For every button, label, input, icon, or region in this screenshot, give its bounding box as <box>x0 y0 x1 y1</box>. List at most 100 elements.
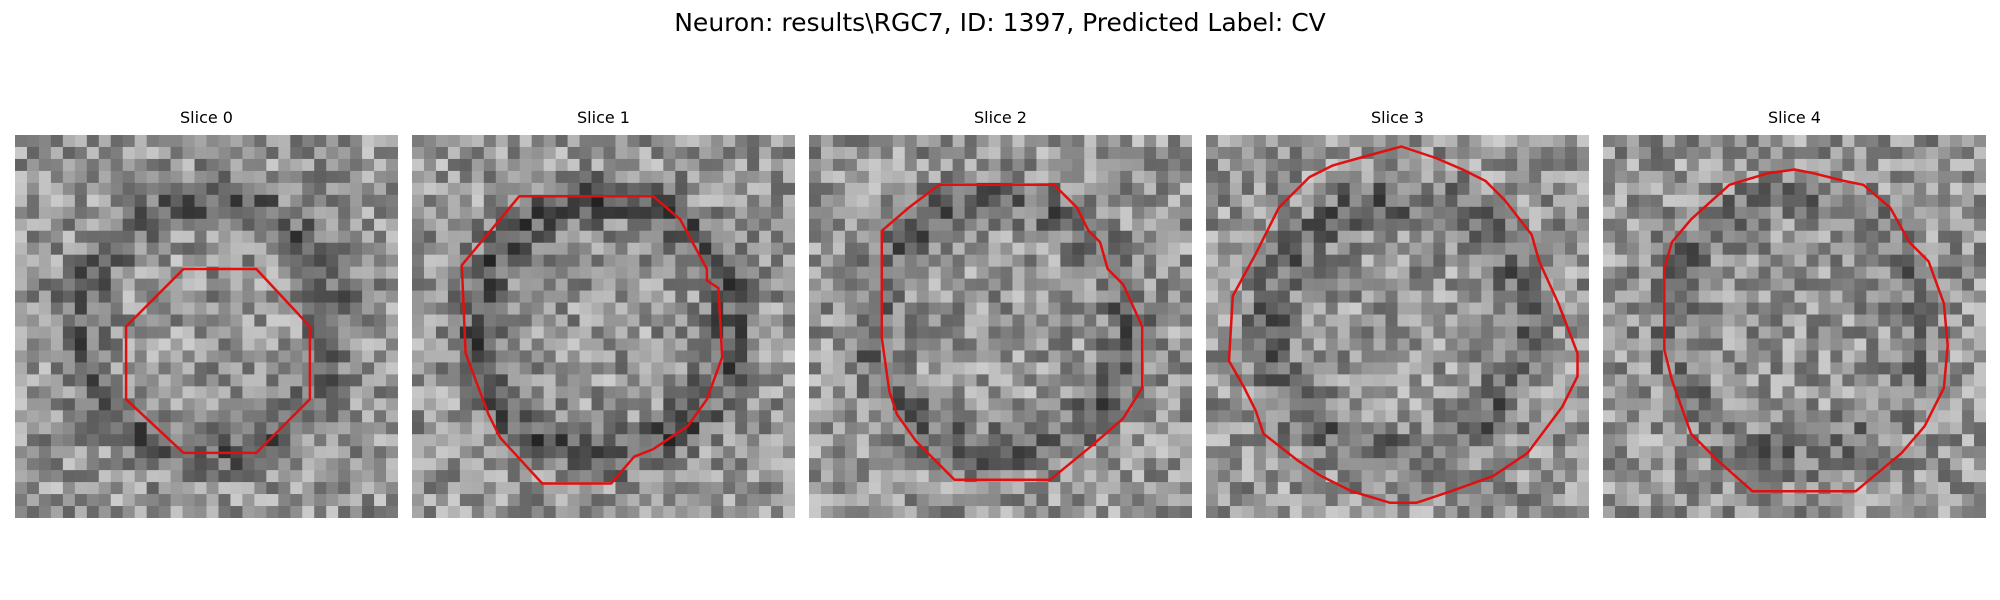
image-pixel <box>988 494 1002 507</box>
image-pixel <box>1806 230 1820 244</box>
image-pixel <box>579 135 593 148</box>
image-pixel <box>1902 398 1915 411</box>
image-pixel <box>1650 158 1664 172</box>
image-pixel <box>723 422 736 435</box>
image-pixel <box>1866 242 1879 256</box>
image-pixel <box>1265 266 1279 280</box>
image-pixel <box>1289 230 1303 244</box>
image-pixel <box>1854 362 1867 375</box>
image-pixel <box>1603 266 1616 280</box>
image-pixel <box>699 494 712 507</box>
image-pixel <box>1120 278 1133 292</box>
image-pixel <box>1445 266 1458 280</box>
image-pixel <box>1710 135 1724 148</box>
image-pixel <box>1409 218 1423 232</box>
image-pixel <box>1926 302 1939 316</box>
image-pixel <box>1842 206 1855 220</box>
image-pixel <box>110 290 124 304</box>
image-pixel <box>254 182 267 196</box>
image-pixel <box>1481 398 1494 411</box>
image-pixel <box>856 482 870 495</box>
image-pixel <box>916 266 930 280</box>
image-pixel <box>1830 266 1843 280</box>
image-pixel <box>1517 314 1530 328</box>
image-pixel <box>1313 254 1327 268</box>
image-pixel <box>1060 254 1073 268</box>
image-pixel <box>868 194 882 208</box>
image-pixel <box>543 410 557 423</box>
image-pixel <box>663 135 676 148</box>
image-pixel <box>1541 350 1554 364</box>
image-pixel <box>110 494 124 507</box>
image-pixel <box>1902 350 1915 364</box>
image-pixel <box>471 135 485 148</box>
image-pixel <box>386 290 398 304</box>
image-pixel <box>1265 278 1279 292</box>
image-pixel <box>338 254 351 268</box>
image-pixel <box>1012 218 1026 232</box>
image-pixel <box>1818 278 1832 292</box>
image-pixel <box>242 146 255 160</box>
image-pixel <box>1493 422 1506 435</box>
image-pixel <box>1950 410 1963 423</box>
image-pixel <box>1638 302 1652 316</box>
image-pixel <box>952 410 966 423</box>
image-pixel <box>880 302 894 316</box>
image-pixel <box>206 182 220 196</box>
image-pixel <box>1541 482 1554 495</box>
image-pixel <box>1397 434 1411 447</box>
image-pixel <box>1084 338 1097 352</box>
image-pixel <box>326 482 339 495</box>
image-pixel <box>1385 422 1399 435</box>
image-pixel <box>639 158 652 172</box>
image-pixel <box>1806 362 1820 375</box>
image-pixel <box>1758 386 1772 399</box>
image-pixel <box>940 206 954 220</box>
image-pixel <box>1241 446 1255 459</box>
image-pixel <box>326 314 339 328</box>
image-pixel <box>1638 290 1652 304</box>
image-pixel <box>1253 206 1267 220</box>
image-pixel <box>747 398 760 411</box>
image-pixel <box>1962 170 1975 184</box>
image-pixel <box>988 326 1002 340</box>
image-pixel <box>1373 482 1387 495</box>
image-pixel <box>1565 290 1578 304</box>
image-pixel <box>735 206 748 220</box>
image-pixel <box>759 290 772 304</box>
image-pixel <box>1686 398 1700 411</box>
image-pixel <box>1241 410 1255 423</box>
image-pixel <box>1938 218 1951 232</box>
image-pixel <box>916 506 930 518</box>
image-pixel <box>856 446 870 459</box>
image-pixel <box>916 135 930 148</box>
image-pixel <box>771 170 784 184</box>
image-pixel <box>1409 302 1423 316</box>
image-pixel <box>1481 158 1494 172</box>
image-pixel <box>1614 302 1628 316</box>
image-pixel <box>1325 302 1339 316</box>
image-pixel <box>1024 290 1038 304</box>
image-pixel <box>1529 302 1542 316</box>
image-pixel <box>1722 446 1736 459</box>
image-pixel <box>1277 422 1291 435</box>
image-pixel <box>134 158 148 172</box>
image-pixel <box>1217 338 1231 352</box>
image-pixel <box>1301 182 1315 196</box>
image-pixel <box>543 230 557 244</box>
image-pixel <box>471 242 485 256</box>
image-pixel <box>1614 446 1628 459</box>
image-pixel <box>1890 314 1903 328</box>
image-pixel <box>1337 146 1351 160</box>
image-pixel <box>892 158 906 172</box>
image-pixel <box>1325 278 1339 292</box>
image-pixel <box>1890 206 1903 220</box>
soma-contour <box>880 183 1144 481</box>
image-pixel <box>38 135 52 148</box>
image-pixel <box>567 458 581 471</box>
image-pixel <box>38 446 52 459</box>
image-pixel <box>1156 218 1169 232</box>
image-pixel <box>146 362 160 375</box>
image-pixel <box>314 422 327 435</box>
image-pixel <box>374 182 387 196</box>
